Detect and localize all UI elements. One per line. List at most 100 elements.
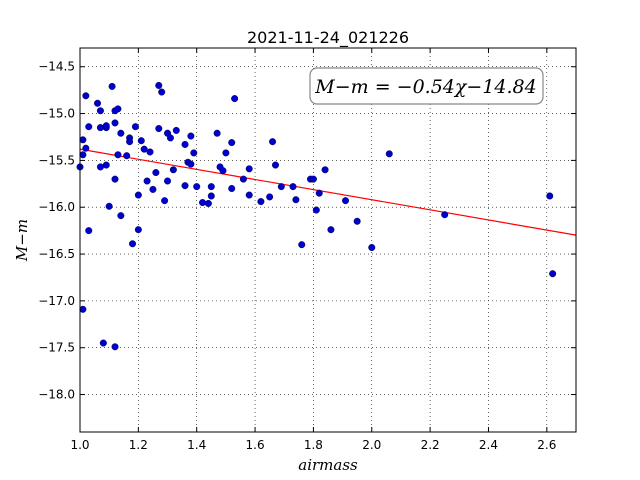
data-point — [102, 122, 110, 130]
data-point — [79, 305, 87, 313]
grid — [79, 48, 576, 432]
data-point — [79, 136, 87, 144]
data-point — [266, 193, 274, 201]
data-point — [245, 191, 253, 199]
data-point — [123, 152, 131, 160]
data-point — [117, 129, 125, 137]
data-point — [126, 138, 134, 146]
chart-title: 2021-11-24_021226 — [247, 28, 409, 48]
data-point — [228, 139, 236, 147]
data-point — [353, 217, 361, 225]
data-point — [108, 82, 116, 90]
data-point — [181, 140, 189, 148]
data-point — [441, 211, 449, 219]
data-point — [143, 177, 151, 185]
y-tick-label: −16.0 — [38, 200, 75, 214]
x-tick-label: 1.8 — [304, 438, 323, 452]
data-point — [342, 197, 350, 205]
data-point — [207, 183, 215, 191]
data-point — [271, 161, 279, 169]
data-point — [114, 105, 122, 113]
data-point — [94, 99, 102, 107]
fit-line-layer — [79, 148, 577, 236]
data-point — [228, 184, 236, 192]
y-tick-label: −16.5 — [38, 247, 75, 261]
data-point — [111, 343, 119, 351]
data-point — [321, 166, 329, 174]
data-point — [190, 149, 198, 157]
data-point — [164, 177, 172, 185]
data-point — [79, 151, 87, 159]
data-point — [85, 227, 93, 235]
x-tick-label: 2.2 — [421, 438, 440, 452]
data-point — [131, 123, 139, 131]
data-point — [193, 183, 201, 191]
x-tick-label: 2.4 — [479, 438, 498, 452]
data-point — [549, 270, 557, 278]
x-tick-label: 1.0 — [70, 438, 89, 452]
data-point — [114, 151, 122, 159]
data-point — [155, 81, 163, 89]
data-point — [315, 189, 323, 197]
data-point — [146, 148, 154, 156]
data-point — [298, 241, 306, 249]
data-points — [76, 81, 557, 351]
y-tick-label: −18.0 — [38, 388, 75, 402]
data-point — [187, 160, 195, 168]
data-point — [204, 199, 212, 207]
x-axis-label: airmass — [298, 456, 358, 474]
data-point — [172, 126, 180, 134]
data-point — [222, 149, 230, 157]
data-point — [102, 161, 110, 169]
x-tick-label: 1.4 — [187, 438, 206, 452]
data-point — [213, 129, 221, 137]
data-point — [96, 107, 104, 115]
data-point — [105, 202, 113, 210]
fit-line — [79, 148, 577, 236]
y-axis-label: M−m — [13, 219, 31, 262]
data-point — [169, 166, 177, 174]
y-tick-label: −14.5 — [38, 60, 75, 74]
data-point — [149, 185, 157, 193]
data-point — [111, 175, 119, 183]
data-point — [161, 197, 169, 205]
data-point — [231, 95, 239, 103]
data-point — [239, 175, 247, 183]
x-tick-label: 2.6 — [537, 438, 556, 452]
data-point — [155, 125, 163, 133]
fit-equation: M−m = −0.54χ−14.84 — [314, 76, 536, 98]
data-point — [82, 92, 90, 100]
data-point — [82, 144, 90, 152]
plot-frame — [79, 47, 577, 433]
data-point — [312, 206, 320, 214]
data-point — [199, 199, 207, 207]
x-tick-label: 2.0 — [362, 438, 381, 452]
data-point — [385, 150, 393, 158]
data-point — [129, 240, 137, 248]
data-point — [327, 226, 335, 234]
data-point — [111, 119, 119, 127]
data-point — [181, 182, 189, 190]
data-point — [152, 169, 160, 177]
data-point — [137, 137, 145, 145]
y-tick-label: −15.0 — [38, 107, 75, 121]
x-tick-label: 1.2 — [129, 438, 148, 452]
y-tick-label: −17.0 — [38, 294, 75, 308]
y-tick-label: −17.5 — [38, 341, 75, 355]
data-point — [292, 196, 300, 204]
data-point — [166, 134, 174, 142]
data-point — [289, 183, 297, 191]
data-point — [245, 165, 253, 173]
equation-frame — [309, 67, 544, 105]
data-point — [277, 183, 285, 191]
ticks: 1.0 1.2 1.4 1.6 1.8 2.0 2.2 2.4 2.6 −14.5 −15.0 −15… — [38, 48, 576, 452]
x-tick-label: 1.6 — [246, 438, 265, 452]
data-point — [207, 192, 215, 200]
data-point — [257, 198, 265, 206]
data-point — [96, 124, 104, 132]
data-point — [96, 163, 104, 171]
data-point — [546, 192, 554, 200]
fit-equation-box: M−m = −0.54χ−14.84 — [309, 67, 544, 105]
data-point — [99, 339, 107, 347]
